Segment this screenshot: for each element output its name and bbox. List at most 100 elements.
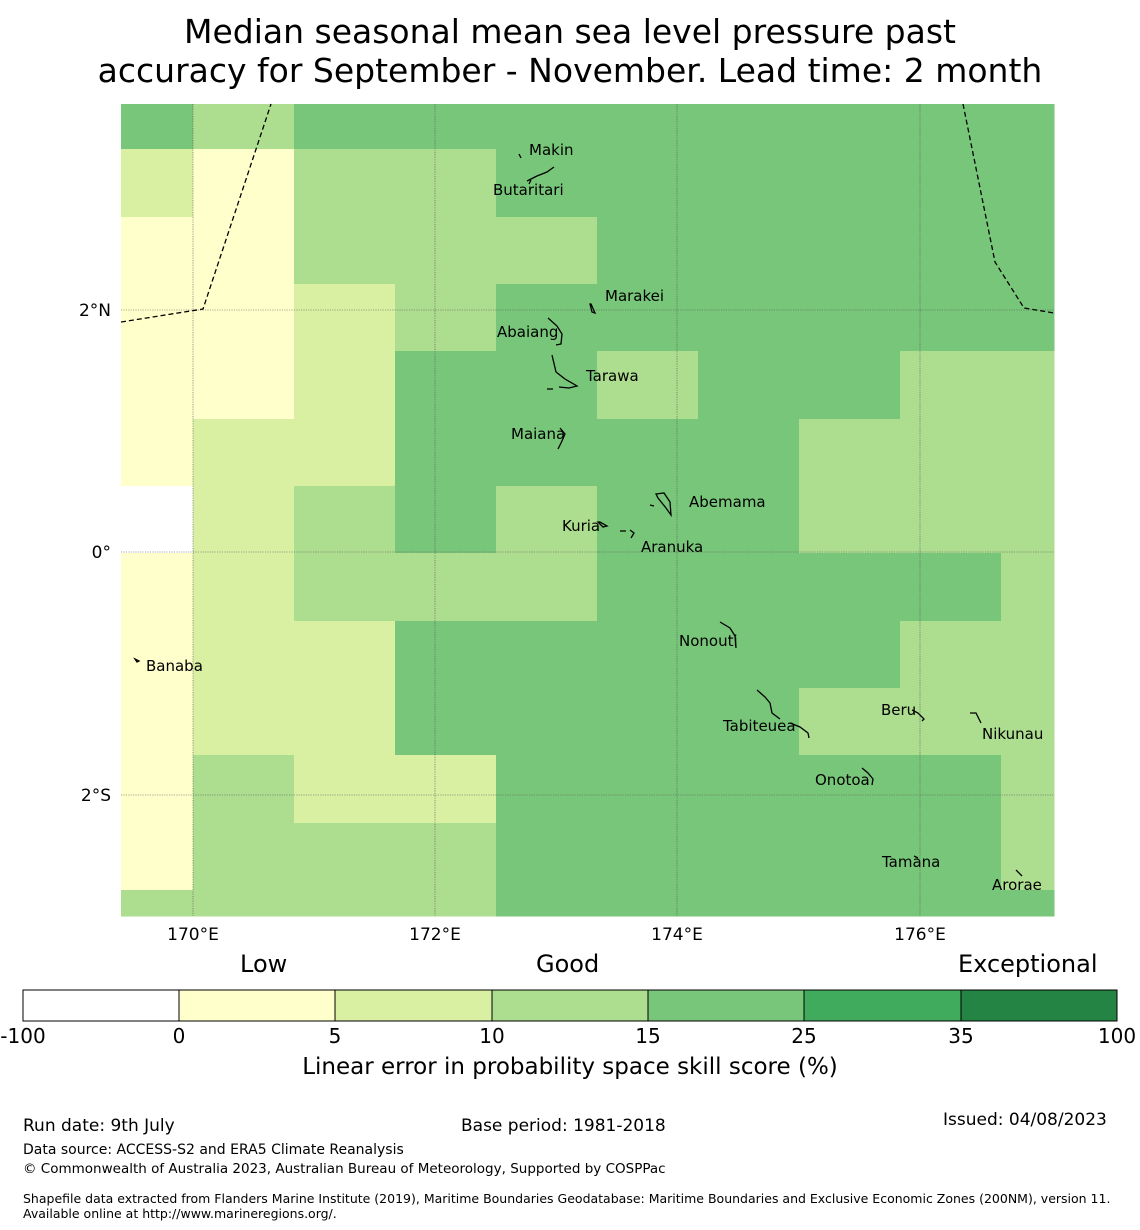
skill-cell xyxy=(395,149,497,218)
skill-cell xyxy=(1001,486,1055,554)
skill-cell xyxy=(698,217,800,285)
skill-cell xyxy=(193,217,295,285)
skill-cell xyxy=(900,284,1002,352)
island-label: Abaiang xyxy=(497,323,558,341)
skill-cell xyxy=(395,284,497,352)
skill-cell xyxy=(698,104,800,150)
skill-cell xyxy=(1001,890,1055,917)
skill-cell xyxy=(900,553,1002,622)
eez-boundaries xyxy=(120,103,1055,323)
skill-cell xyxy=(900,621,1002,689)
skill-cell xyxy=(496,351,598,420)
skill-cell xyxy=(121,823,194,891)
base-period: Base period: 1981-2018 xyxy=(461,1116,666,1136)
skill-cell xyxy=(698,823,800,891)
colorbar-tick-label: 10 xyxy=(479,1024,505,1048)
skill-cell xyxy=(193,890,295,917)
skill-cell xyxy=(900,149,1002,218)
skill-cell xyxy=(799,149,901,218)
run-date: Run date: 9th July xyxy=(23,1116,175,1136)
shapefile-credit: Shapefile data extracted from Flanders M… xyxy=(23,1191,1111,1221)
skill-cell xyxy=(597,419,699,487)
skill-cell xyxy=(496,284,598,352)
skill-cell xyxy=(193,419,295,487)
skill-cell xyxy=(597,553,699,622)
skill-cell xyxy=(900,351,1002,420)
colorbar-box xyxy=(647,989,805,1022)
skill-cell xyxy=(597,217,699,285)
skill-cell xyxy=(395,823,497,891)
skill-cell xyxy=(597,823,699,891)
coast-makin xyxy=(518,153,522,159)
coast-abemama xyxy=(649,492,672,518)
island-label: Tabiteuea xyxy=(722,717,796,735)
skill-cell xyxy=(395,890,497,917)
skill-cell xyxy=(1001,823,1055,891)
coast-onotoa xyxy=(861,767,874,786)
skill-cell xyxy=(496,553,598,622)
skill-cell xyxy=(121,621,194,689)
skill-cell xyxy=(193,284,295,352)
coast-maiana xyxy=(557,427,566,450)
colorbar-box xyxy=(22,989,180,1022)
data-source: Data source: ACCESS-S2 and ERA5 Climate … xyxy=(23,1142,404,1158)
skill-cell xyxy=(121,351,194,420)
skill-cell xyxy=(395,688,497,756)
category-good-label: Good xyxy=(536,950,600,978)
colorbar-box xyxy=(960,989,1118,1022)
skill-cell xyxy=(698,755,800,824)
lon-tick-label: 174°E xyxy=(651,925,703,945)
skill-cell xyxy=(193,486,295,554)
coast-aranuka xyxy=(620,529,635,539)
chart-title-line-2: accuracy for September - November. Lead … xyxy=(97,51,1043,90)
skill-cell xyxy=(1001,419,1055,487)
skill-cell xyxy=(597,284,699,352)
skill-cell xyxy=(193,351,295,420)
skill-cell xyxy=(395,419,497,487)
skill-cell xyxy=(121,217,194,285)
island-label: Nikunau xyxy=(982,725,1043,743)
skill-cell xyxy=(799,284,901,352)
skill-cell xyxy=(294,284,396,352)
skill-cell xyxy=(294,823,396,891)
issued-date: Issued: 04/08/2023 xyxy=(943,1110,1107,1130)
island-label: Butaritari xyxy=(493,181,564,199)
skill-cell xyxy=(496,104,598,150)
eez-boundary-east xyxy=(962,103,1055,314)
island-labels: Makin Butaritari Marakei Abaiang Tarawa Maian… xyxy=(146,141,1043,894)
skill-cell xyxy=(1001,351,1055,420)
skill-cell xyxy=(294,419,396,487)
skill-cell xyxy=(698,486,800,554)
skill-cell xyxy=(121,890,194,917)
skill-cell xyxy=(698,351,800,420)
lon-tick-label: 176°E xyxy=(894,925,946,945)
skill-cell xyxy=(900,688,1002,756)
axis-tick-labels: 170°E 172°E 174°E 176°E 2°N 0° 2°S xyxy=(79,301,946,945)
colorbar xyxy=(22,989,1118,1022)
skill-cell xyxy=(799,217,901,285)
colorbar-boxes xyxy=(22,989,1118,1022)
skill-cell xyxy=(294,217,396,285)
coast-banaba xyxy=(133,657,141,663)
lon-tick-label: 172°E xyxy=(409,925,461,945)
colorbar-tick-label: -100 xyxy=(0,1024,46,1048)
skill-cell xyxy=(1001,621,1055,689)
skill-cell xyxy=(193,149,295,218)
skill-cell xyxy=(193,104,295,150)
skill-cell xyxy=(597,104,699,150)
skill-cell xyxy=(799,755,901,824)
skill-cell xyxy=(799,823,901,891)
skill-cell xyxy=(121,553,194,622)
skill-cell xyxy=(496,755,598,824)
skill-cell xyxy=(121,284,194,352)
island-label: Onotoa xyxy=(815,771,870,789)
skill-cell xyxy=(799,486,901,554)
skill-cell xyxy=(698,553,800,622)
skill-cell xyxy=(698,149,800,218)
coast-marakei xyxy=(589,303,597,315)
coast-butaritari xyxy=(526,166,555,185)
skill-cell xyxy=(1001,284,1055,352)
skill-cell xyxy=(395,104,497,150)
skill-cell xyxy=(121,419,194,487)
map-gridlines xyxy=(121,104,1054,916)
